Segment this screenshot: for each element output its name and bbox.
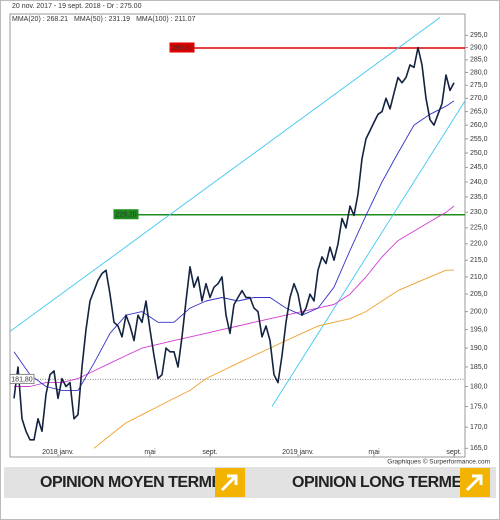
trend-line	[10, 17, 441, 332]
y-tick-label: 280,0	[470, 69, 488, 76]
level-label-box	[169, 42, 195, 53]
opinion-label: OPINION MOYEN TERME	[40, 474, 222, 491]
level-label: 289,80	[171, 45, 193, 52]
level-label-box	[9, 373, 35, 384]
y-tick-label: 200,0	[470, 308, 488, 315]
y-tick-label: 230,0	[470, 209, 488, 216]
level-label: 181,80	[11, 376, 33, 383]
y-tick-label: 170,0	[470, 424, 488, 431]
level-label: 229,20	[115, 212, 137, 219]
arrow-icon	[220, 474, 238, 492]
y-tick-label: 240,0	[470, 179, 488, 186]
y-tick-label: 270,0	[470, 95, 488, 102]
y-tick-label: 290,0	[470, 44, 488, 51]
y-tick-label: 165,0	[470, 445, 488, 452]
y-tick-label: 255,0	[470, 136, 488, 143]
y-tick-label: 205,0	[470, 291, 488, 298]
y-tick-label: 295,0	[470, 32, 488, 39]
y-tick-label: 285,0	[470, 57, 488, 64]
y-tick-label: 220,0	[470, 241, 488, 248]
level-label-box	[113, 209, 139, 220]
x-tick-label: mai	[144, 449, 156, 456]
plot-area	[9, 13, 466, 458]
y-tick-label: 275,0	[470, 82, 488, 89]
header: 20 nov. 2017 - 19 sept. 2018 - Dr : 275.…	[12, 3, 142, 10]
x-tick-label: 2018 janv.	[42, 449, 74, 456]
y-tick-label: 235,0	[470, 194, 488, 201]
y-tick-label: 245,0	[470, 164, 488, 171]
x-tick-label: sept.	[446, 449, 461, 456]
legend-entry: MMA(20) : 268.21	[12, 16, 68, 23]
y-tick-label: 175,0	[470, 403, 488, 410]
series-line	[13, 100, 455, 391]
y-tick-label: 180,0	[470, 383, 488, 390]
opinion-bar	[4, 467, 496, 498]
footer: Graphiques © Surperformance.com	[387, 458, 490, 466]
x-tick-label: mai	[368, 449, 380, 456]
y-tick-label: 215,0	[470, 257, 488, 264]
plot-layer	[10, 17, 465, 449]
y-tick-label: 250,0	[470, 150, 488, 157]
y-tick-label: 195,0	[470, 326, 488, 333]
series-line	[14, 205, 455, 387]
y-tick-label: 225,0	[470, 225, 488, 232]
trend-line	[271, 100, 465, 407]
y-tick-label: 260,0	[470, 122, 488, 129]
y-tick-label: 185,0	[470, 364, 488, 371]
y-tick-label: 210,0	[470, 274, 488, 281]
x-tick-label: sept.	[202, 449, 217, 456]
series-line	[13, 46, 455, 441]
x-tick-label: 2019 janv.	[282, 449, 314, 456]
y-tick-label: 265,0	[470, 108, 488, 115]
legend-entry: MMA(100) : 211.07	[136, 16, 196, 23]
legend-entry: MMA(50) : 231.19	[74, 16, 130, 23]
series-line	[93, 269, 454, 449]
arrow-icon	[465, 474, 483, 492]
y-tick-label: 190,0	[470, 345, 488, 352]
opinion-label: OPINION LONG TERME	[292, 474, 463, 491]
